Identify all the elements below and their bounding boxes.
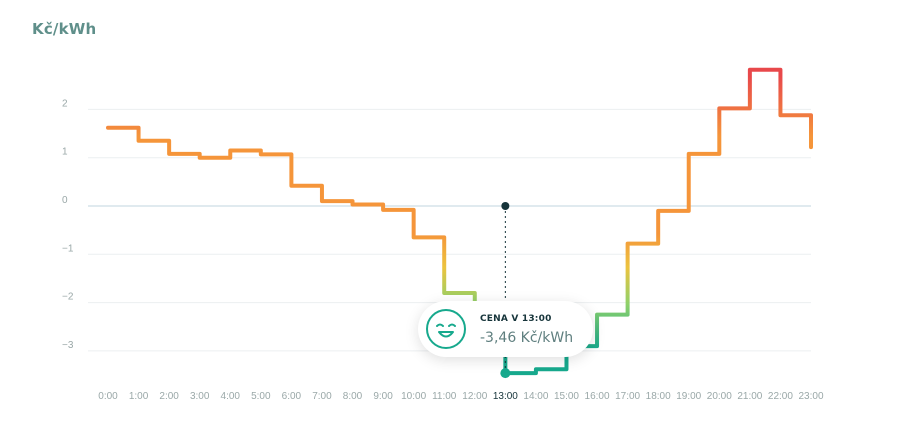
highlight-point	[500, 368, 511, 379]
x-tick-label: 0:00	[98, 391, 118, 402]
x-tick-label: 8:00	[343, 391, 363, 402]
x-tick-label: 7:00	[312, 391, 332, 402]
y-tick-label: −1	[62, 243, 74, 254]
x-tick-label: 13:00	[493, 391, 518, 402]
x-tick-label: 2:00	[159, 391, 179, 402]
x-tick-label: 3:00	[190, 391, 210, 402]
x-tick-label: 6:00	[282, 391, 302, 402]
x-tick-label: 1:00	[129, 391, 149, 402]
price-tooltip: CENA V 13:00 -3,46 Kč/kWh	[418, 301, 593, 357]
x-tick-label: 20:00	[707, 391, 732, 402]
highlight-marker	[500, 202, 511, 379]
y-tick-label: 1	[62, 147, 68, 158]
x-tick-label: 16:00	[585, 391, 610, 402]
y-tick-label: 0	[62, 195, 68, 206]
x-tick-label: 10:00	[401, 391, 426, 402]
x-tick-label: 9:00	[373, 391, 393, 402]
x-tick-label: 14:00	[523, 391, 548, 402]
unit-label: Kč/kWh	[32, 20, 97, 38]
smiley-face-icon	[426, 309, 466, 349]
x-tick-label: 5:00	[251, 391, 271, 402]
y-tick-label: −3	[62, 340, 74, 351]
x-tick-label: 17:00	[615, 391, 640, 402]
x-tick-label: 4:00	[221, 391, 241, 402]
x-tick-label: 11:00	[432, 391, 457, 402]
tooltip-value: -3,46 Kč/kWh	[480, 330, 574, 346]
y-axis-ticks: 2 1 0 −1 −2 −3	[62, 98, 74, 351]
tooltip-title: CENA V 13:00	[480, 314, 552, 324]
x-tick-label: 23:00	[798, 391, 823, 402]
x-tick-label: 19:00	[676, 391, 701, 402]
y-tick-label: 2	[62, 98, 68, 109]
y-tick-label: −2	[62, 292, 74, 303]
x-tick-label: 15:00	[554, 391, 579, 402]
x-axis-ticks: 0:00 1:00 2:00 3:00 4:00 5:00 6:00 7:00 8:00 9:00…	[98, 391, 824, 402]
x-tick-label: 21:00	[737, 391, 762, 402]
x-tick-label: 18:00	[646, 391, 671, 402]
x-tick-label: 12:00	[462, 391, 487, 402]
highlight-zero-dot	[501, 202, 510, 210]
x-tick-label: 22:00	[768, 391, 793, 402]
